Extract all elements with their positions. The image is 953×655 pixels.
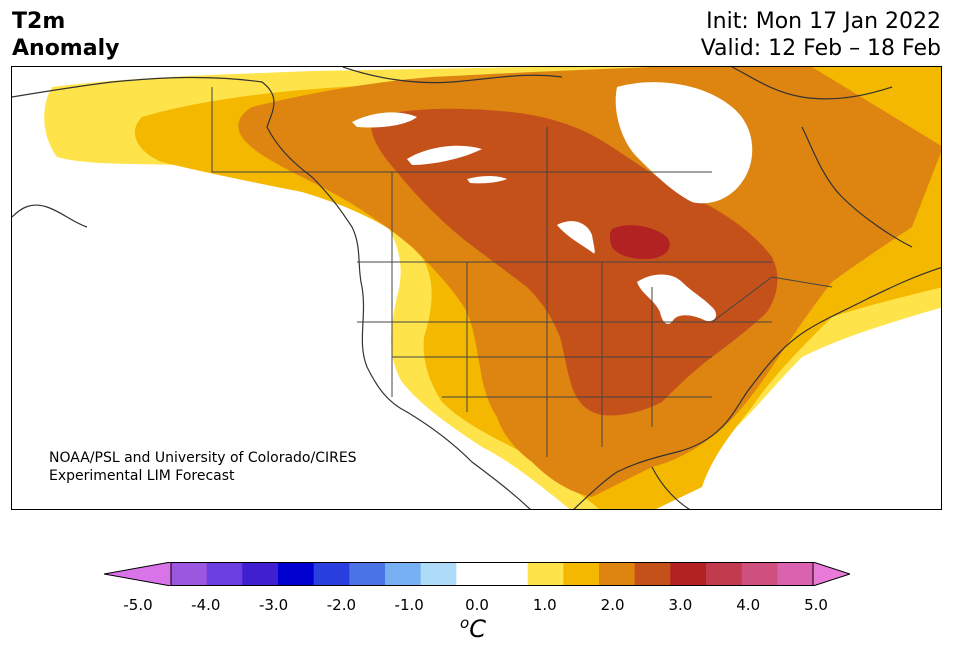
colorbar-ticks: -5.0 -4.0 -3.0 -2.0 -1.0 0.0 1.0 2.0 3.0 4.0 5.0	[0, 596, 953, 616]
plot-title: T2m Anomaly	[12, 8, 119, 62]
colorbar-cell	[206, 562, 243, 586]
colorbar-cell	[563, 562, 600, 586]
title-anomaly: Anomaly	[12, 36, 120, 61]
colorbar-cell	[385, 562, 422, 586]
colorbar-cell	[599, 562, 636, 586]
colorbar-cell	[777, 562, 814, 586]
colorbar-cell	[313, 562, 350, 586]
credit-text: NOAA/PSL and University of Colorado/CIRE…	[49, 449, 357, 485]
colorbar-tick-label: -3.0	[258, 596, 289, 614]
lake-icon	[467, 176, 507, 184]
coastlines	[12, 67, 941, 509]
lake-icon	[557, 221, 595, 254]
great-lakes	[637, 274, 717, 324]
title-variable: T2m	[12, 9, 66, 34]
colorbar-tick-label: 5.0	[804, 596, 828, 614]
colorbar-tick-label: -4.0	[191, 596, 221, 614]
colorbar-extend-low	[104, 562, 172, 586]
colorbar-tick-label: -5.0	[123, 596, 153, 614]
colorbar-cell	[706, 562, 743, 586]
colorbar-tick-label: -1.0	[394, 596, 424, 614]
colorbar-extend-high	[812, 562, 850, 586]
colorbar-tick-label: 1.0	[532, 596, 557, 614]
forecast-dates: Init: Mon 17 Jan 2022 Valid: 12 Feb – 18…	[701, 8, 941, 62]
hudson-bay	[615, 82, 753, 204]
init-date: Init: Mon 17 Jan 2022	[706, 9, 941, 34]
colorbar-cell	[242, 562, 279, 586]
colorbar-cell	[420, 562, 457, 586]
colorbar-cell	[527, 562, 564, 586]
colorbar-cell	[171, 562, 208, 586]
colorbar-tick-label: 4.0	[736, 596, 761, 614]
colorbar-units: oC	[460, 614, 486, 643]
anomaly-band-2.5	[609, 225, 670, 260]
colorbar-tick-label: -2.0	[326, 596, 357, 614]
colorbar-cell	[456, 562, 493, 586]
colorbar-tick-label: 2.0	[600, 596, 625, 614]
colorbar-cell	[741, 562, 778, 586]
units-letter: C	[469, 615, 486, 643]
valid-date: Valid: 12 Feb – 18 Feb	[700, 36, 941, 61]
colorbar-cell	[278, 562, 315, 586]
map-svg	[12, 67, 941, 509]
colorbar-tick-label: 3.0	[668, 596, 693, 614]
colorbar-outline	[170, 562, 814, 586]
political-borders	[211, 87, 833, 457]
colorbar	[104, 562, 850, 586]
lake-icon	[352, 112, 417, 128]
credit-line-2: Experimental LIM Forecast	[49, 468, 235, 484]
colorbar-tick-label: 0.0	[465, 596, 489, 614]
credit-line-1: NOAA/PSL and University of Colorado/CIRE…	[49, 450, 357, 466]
colorbar-cell	[492, 562, 529, 586]
colorbar-cell	[634, 562, 671, 586]
anomaly-map	[11, 66, 942, 510]
units-degree: o	[460, 614, 470, 632]
colorbar-cell	[349, 562, 386, 586]
colorbar-cell	[670, 562, 707, 586]
lake-icon	[407, 145, 482, 165]
